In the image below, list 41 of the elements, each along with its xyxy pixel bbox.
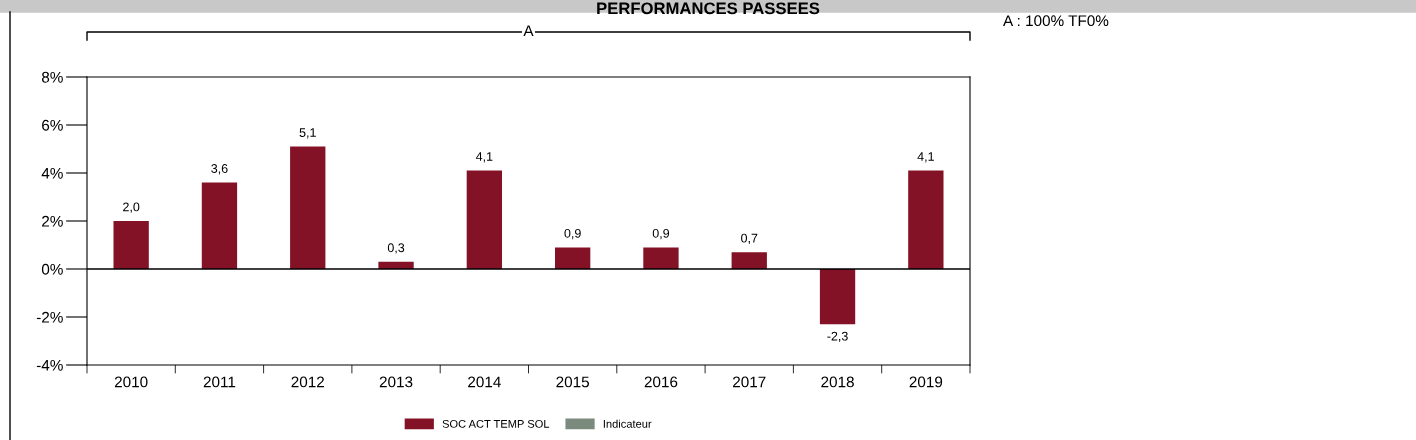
data-label: -2,3 [827,331,848,343]
x-tick-label: 2015 [556,376,589,388]
x-tick-label: 2011 [203,376,236,388]
data-label: 0,7 [741,233,758,245]
y-tick-label: 0% [41,263,63,275]
bar [290,146,326,269]
bar [554,247,591,269]
x-tick-label: 2019 [909,376,943,388]
y-tick-label: -2% [36,311,63,323]
x-tick-label: 2012 [291,376,324,388]
data-label: 0,9 [564,228,581,240]
data-label: 2,0 [123,202,140,213]
data-label: 4,1 [917,152,934,163]
bar [113,221,149,269]
legend-label: Indicateur [603,419,652,428]
x-tick-label: 2018 [821,376,854,388]
data-label: 4,1 [475,152,493,163]
x-tick-label: 2013 [379,376,413,388]
y-tick-label: 2% [42,215,63,227]
bar [731,252,767,269]
bar [201,182,238,269]
data-label: 0,9 [652,228,670,240]
bar [643,247,679,269]
y-tick-label: 8% [41,71,63,83]
x-tick-label: 2016 [644,376,678,388]
text: A [523,25,534,36]
x-tick-label: 2017 [733,376,766,388]
bar [819,269,856,325]
data-label: 0,3 [387,243,405,254]
x-tick-label: 2014 [468,376,501,388]
chart-title: PERFORMANCES PASSEES [597,2,820,15]
x-tick-label: 2010 [114,376,148,388]
text: A : 100% TF0% [1003,15,1109,27]
data-label: 5,1 [299,128,316,139]
y-tick-label: -4% [36,359,63,371]
bar [466,170,503,269]
y-tick-label: 6% [42,119,63,131]
data-label: 3,6 [211,164,228,175]
y-tick-label: 4% [41,167,63,179]
legend-label: SOC ACT TEMP SOL [442,419,550,428]
bar [908,170,944,269]
